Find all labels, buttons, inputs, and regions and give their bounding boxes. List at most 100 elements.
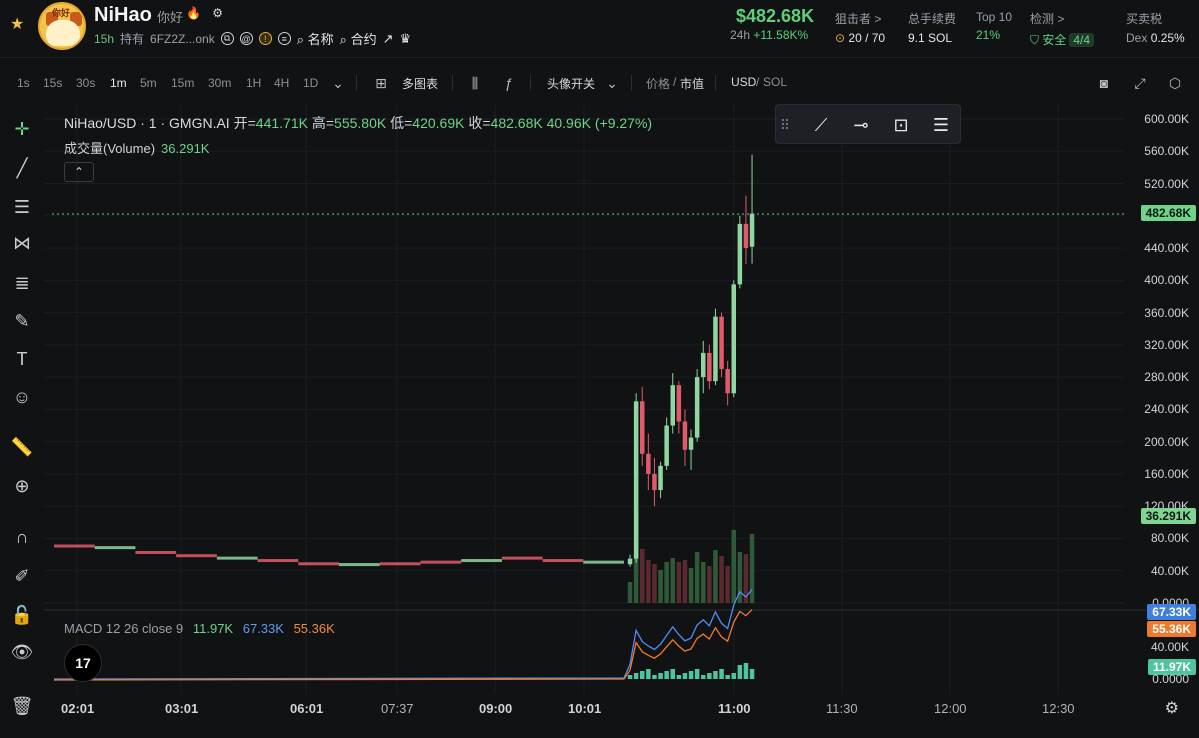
time-tick: 09:00 [479,701,513,716]
info-icon[interactable]: @ [239,32,253,45]
chart-canvas[interactable] [44,104,1199,738]
price-tick: 400.00K [1144,273,1189,288]
macd-hist-bar [731,673,736,679]
brush-icon[interactable]: ✎ [14,311,30,331]
macd-line [53,589,753,680]
ruler-icon[interactable]: 📏 [10,437,34,457]
tax-label: 买卖税 [1126,12,1163,26]
price-tick: 240.00K [1144,402,1189,417]
candle-body [676,385,682,422]
price-toggle[interactable]: 价格 [646,77,671,91]
pattern-icon[interactable]: ⋈ [13,233,31,253]
candle-body [627,558,633,565]
high-label: 高= [311,115,335,131]
tax-dex: Dex [1126,31,1148,45]
check-stat[interactable]: 检测 > ⛉ 安全 4/4 [1030,10,1095,48]
chevron-down-icon[interactable]: ⌄ [332,75,344,91]
axis-settings-icon[interactable]: ⚙ [1164,700,1179,717]
avatar-toggle-button[interactable]: 头像开关 [547,77,596,91]
settings-hex-icon[interactable]: ⬡ [1168,75,1182,91]
timeframe-5m[interactable]: 5m [140,76,157,90]
price-tick: 320.00K [1144,337,1189,352]
emoji-icon[interactable]: ☺ [12,387,32,407]
high-value: 555.80K [334,115,387,131]
unlock-icon[interactable]: 🔓 [10,605,34,625]
eye-icon[interactable]: 👁 [10,642,34,662]
candle-body [652,473,657,491]
pre-launch-segment [420,560,462,564]
volume-bar [713,550,718,603]
list-icon[interactable]: ≡ [277,32,291,45]
indicators-icon[interactable]: ƒ [505,75,513,91]
last-volume-label: 36.291K [1140,508,1196,524]
multi-chart-button[interactable]: 多图表 [402,77,439,91]
token-age: 15h [94,31,115,46]
macd-histogram [627,663,755,679]
snipers-label: 狙击者 > [835,12,882,26]
drag-handle-icon[interactable]: ⠿ [779,117,791,133]
pre-launch-segment [176,554,217,558]
tradingview-logo[interactable]: 17 [64,644,102,682]
time-tick: 10:01 [568,701,602,716]
timeframe-1h[interactable]: 1H [246,76,262,90]
usd-toggle[interactable]: USD [731,75,757,89]
price-tick: 40.00K [1150,563,1189,578]
token-address[interactable]: 6FZ2Z...onk [150,31,215,46]
crosshair-icon[interactable]: ✛ [14,119,30,139]
low-value: 420.69K [412,115,465,131]
copy-icon[interactable]: ⧉ [220,32,234,45]
trash-icon[interactable]: 🗑 [10,696,34,716]
crown-icon[interactable]: ♛ [399,30,412,46]
fib-icon[interactable]: ≣ [14,273,30,293]
trend-line-icon[interactable]: ╱ [16,158,28,178]
timeframe-15s[interactable]: 15s [43,76,63,90]
zoom-in-icon[interactable]: ⊕ [14,476,30,496]
collapse-legend-button[interactable]: ⌃ [64,162,94,182]
line-tool-icon[interactable]: ⟋ [814,115,828,135]
chevron-down-icon[interactable]: ⌄ [606,75,618,91]
timeframe-1s[interactable]: 1s [17,76,30,90]
timeframe-15m[interactable]: 15m [171,76,195,90]
check-text: 安全 [1042,33,1067,47]
fullscreen-icon[interactable]: ⤢ [1134,75,1146,91]
macd-hist-bar [749,669,755,679]
time-tick: 12:30 [1042,701,1075,716]
candle-type-icon[interactable]: ⫼ [471,75,479,91]
volume-bar [664,562,669,603]
measure-tool-icon[interactable]: ⊡ [893,115,909,135]
symbol-label: NiHao/USD · 1 · GMGN.AI [64,115,230,131]
timeframe-30s[interactable]: 30s [76,76,96,90]
share-icon[interactable]: ↗ [382,30,394,46]
volume-bar [688,568,694,603]
mcap-toggle[interactable]: 市值 [680,77,705,91]
horizontal-lines-icon[interactable]: ☰ [13,197,31,217]
pre-launch-series [54,544,624,567]
ray-tool-icon[interactable]: ⊸ [853,115,869,135]
timeframe-4h[interactable]: 4H [274,76,290,90]
sol-toggle[interactable]: SOL [763,75,788,89]
chart-area[interactable]: NiHao/USD · 1 · GMGN.AI 开=441.71K 高=555.… [44,104,1199,738]
volume-value: 36.291K [161,141,210,156]
close-value: 482.68K [490,115,543,131]
favorite-star-icon[interactable]: ★ [10,16,25,33]
lock-drawing-icon[interactable]: ✐ [14,566,30,586]
search-name-link[interactable]: ⌕ 名称 [296,32,334,47]
pre-launch-segment [94,546,136,550]
snipers-stat[interactable]: 狙击者 > ⊙ 20 / 70 [835,10,885,45]
volume-bar [731,530,736,603]
text-icon[interactable]: T [16,349,28,369]
channel-tool-icon[interactable]: ☰ [932,115,950,135]
camera-icon[interactable]: ◙ [1099,75,1109,91]
timeframe-1m[interactable]: 1m [110,76,127,90]
avatar-text: 你好 [52,8,71,18]
timeframe-30m[interactable]: 30m [208,76,232,90]
magnet-icon[interactable]: ∩ [15,527,29,547]
tax-stat: 买卖税 Dex 0.25% [1126,10,1185,45]
add-chart-icon[interactable]: ⊞ [375,75,387,91]
change-value: 40.96K (+9.27%) [546,115,653,131]
timeframe-1d[interactable]: 1D [303,76,319,90]
warning-icon[interactable]: ! [258,32,272,45]
search-contract-link[interactable]: ⌕ 合约 [339,32,377,47]
macd-hist-bar [725,675,730,679]
avatar-face [46,20,80,46]
